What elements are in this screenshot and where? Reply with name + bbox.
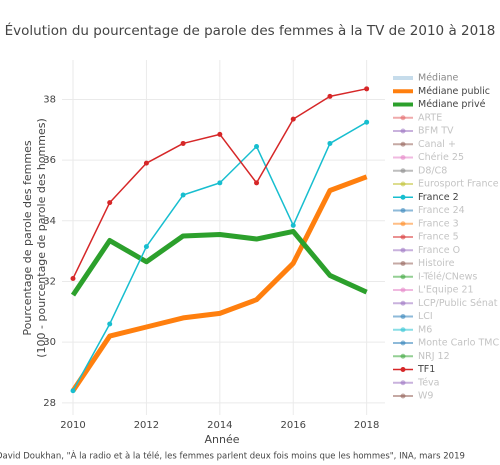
legend-label: TF1 — [417, 364, 435, 375]
legend-label: W9 — [418, 391, 433, 402]
x-tick-label: 2018 — [354, 420, 379, 431]
marker — [364, 119, 370, 125]
marker — [217, 131, 223, 137]
marker — [327, 93, 333, 99]
legend-marker — [400, 393, 406, 399]
marker — [107, 200, 113, 206]
legend-label: Canal + — [418, 139, 456, 150]
y-tick-label: 28 — [43, 398, 56, 409]
marker — [327, 140, 333, 146]
x-tick-label: 2016 — [281, 420, 306, 431]
legend-marker — [400, 327, 406, 333]
legend-label: M6 — [418, 324, 432, 335]
chart-title: Évolution du pourcentage de parole des f… — [5, 22, 496, 39]
marker — [290, 116, 296, 122]
x-axis-label: Année — [204, 433, 239, 446]
marker — [290, 222, 296, 228]
marker — [107, 321, 113, 327]
y-tick-label: 34 — [43, 216, 56, 227]
y-tick-label: 32 — [43, 276, 56, 287]
marker — [254, 180, 260, 186]
line — [70, 174, 368, 393]
marker — [254, 143, 260, 149]
legend-marker — [400, 261, 406, 266]
legend-label: Histoire — [418, 258, 455, 269]
legend-label: LCI — [418, 311, 433, 322]
marker — [70, 388, 76, 394]
legend-label: France 2 — [418, 192, 459, 203]
legend-label: D8/C8 — [418, 165, 447, 176]
legend-marker — [400, 340, 406, 346]
legend-label: France 24 — [418, 205, 465, 216]
x-tick-label: 2014 — [207, 420, 232, 431]
x-tick-label: 2012 — [134, 420, 159, 431]
legend-label: Eurosport France — [418, 179, 499, 190]
legend-marker — [400, 234, 406, 240]
legend-label: France O — [418, 245, 460, 256]
legend-marker — [400, 314, 406, 319]
y-axis-label: (100 - pourcentage de parole des hommes) — [35, 118, 48, 358]
legend-label: Médiane public — [418, 86, 490, 97]
legend-label: L'Equipe 21 — [418, 285, 474, 296]
legend-marker — [400, 367, 406, 372]
marker — [364, 86, 370, 92]
y-axis-label: Pourcentage de parole des femmes — [21, 140, 34, 335]
legend-marker — [400, 208, 406, 213]
marker — [217, 180, 223, 186]
legend-label: ARTE — [418, 112, 442, 123]
legend-marker — [400, 380, 406, 386]
legend-label: NRJ 12 — [418, 351, 450, 362]
source-note: David Doukhan, "À la radio et à la télé,… — [0, 450, 465, 462]
y-tick-label: 36 — [43, 155, 56, 166]
legend-marker — [400, 181, 406, 187]
line — [70, 228, 368, 297]
y-tick-label: 38 — [43, 94, 56, 105]
legend-label: France 5 — [418, 232, 459, 243]
x-tick-label: 2010 — [60, 420, 85, 431]
legend-label: Téva — [417, 377, 439, 388]
marker — [180, 192, 186, 198]
legend-label: BFM TV — [418, 126, 454, 137]
legend-label: Monte Carlo TMC — [418, 338, 499, 349]
legend-marker — [400, 141, 406, 147]
legend-label: France 3 — [418, 218, 459, 229]
legend-marker — [400, 221, 406, 227]
y-tick-label: 30 — [43, 337, 56, 348]
legend-marker — [400, 353, 406, 359]
legend-marker — [400, 247, 406, 253]
marker — [143, 160, 149, 166]
legend-marker — [400, 168, 406, 174]
marker — [180, 140, 186, 146]
legend-label: I-Télé/CNews — [418, 271, 477, 282]
legend-marker — [400, 155, 406, 160]
marker — [143, 244, 149, 250]
legend-marker — [400, 300, 406, 306]
legend-marker — [400, 115, 406, 121]
legend-label: Chérie 25 — [418, 152, 464, 163]
legend-label: Médiane — [418, 73, 459, 84]
legend-marker — [400, 274, 406, 280]
legend-marker — [400, 194, 406, 200]
legend-label: LCP/Public Sénat — [418, 298, 498, 309]
legend-marker — [400, 287, 406, 293]
legend-marker — [400, 128, 406, 134]
legend-label: Médiane privé — [418, 99, 486, 110]
marker — [70, 275, 76, 281]
